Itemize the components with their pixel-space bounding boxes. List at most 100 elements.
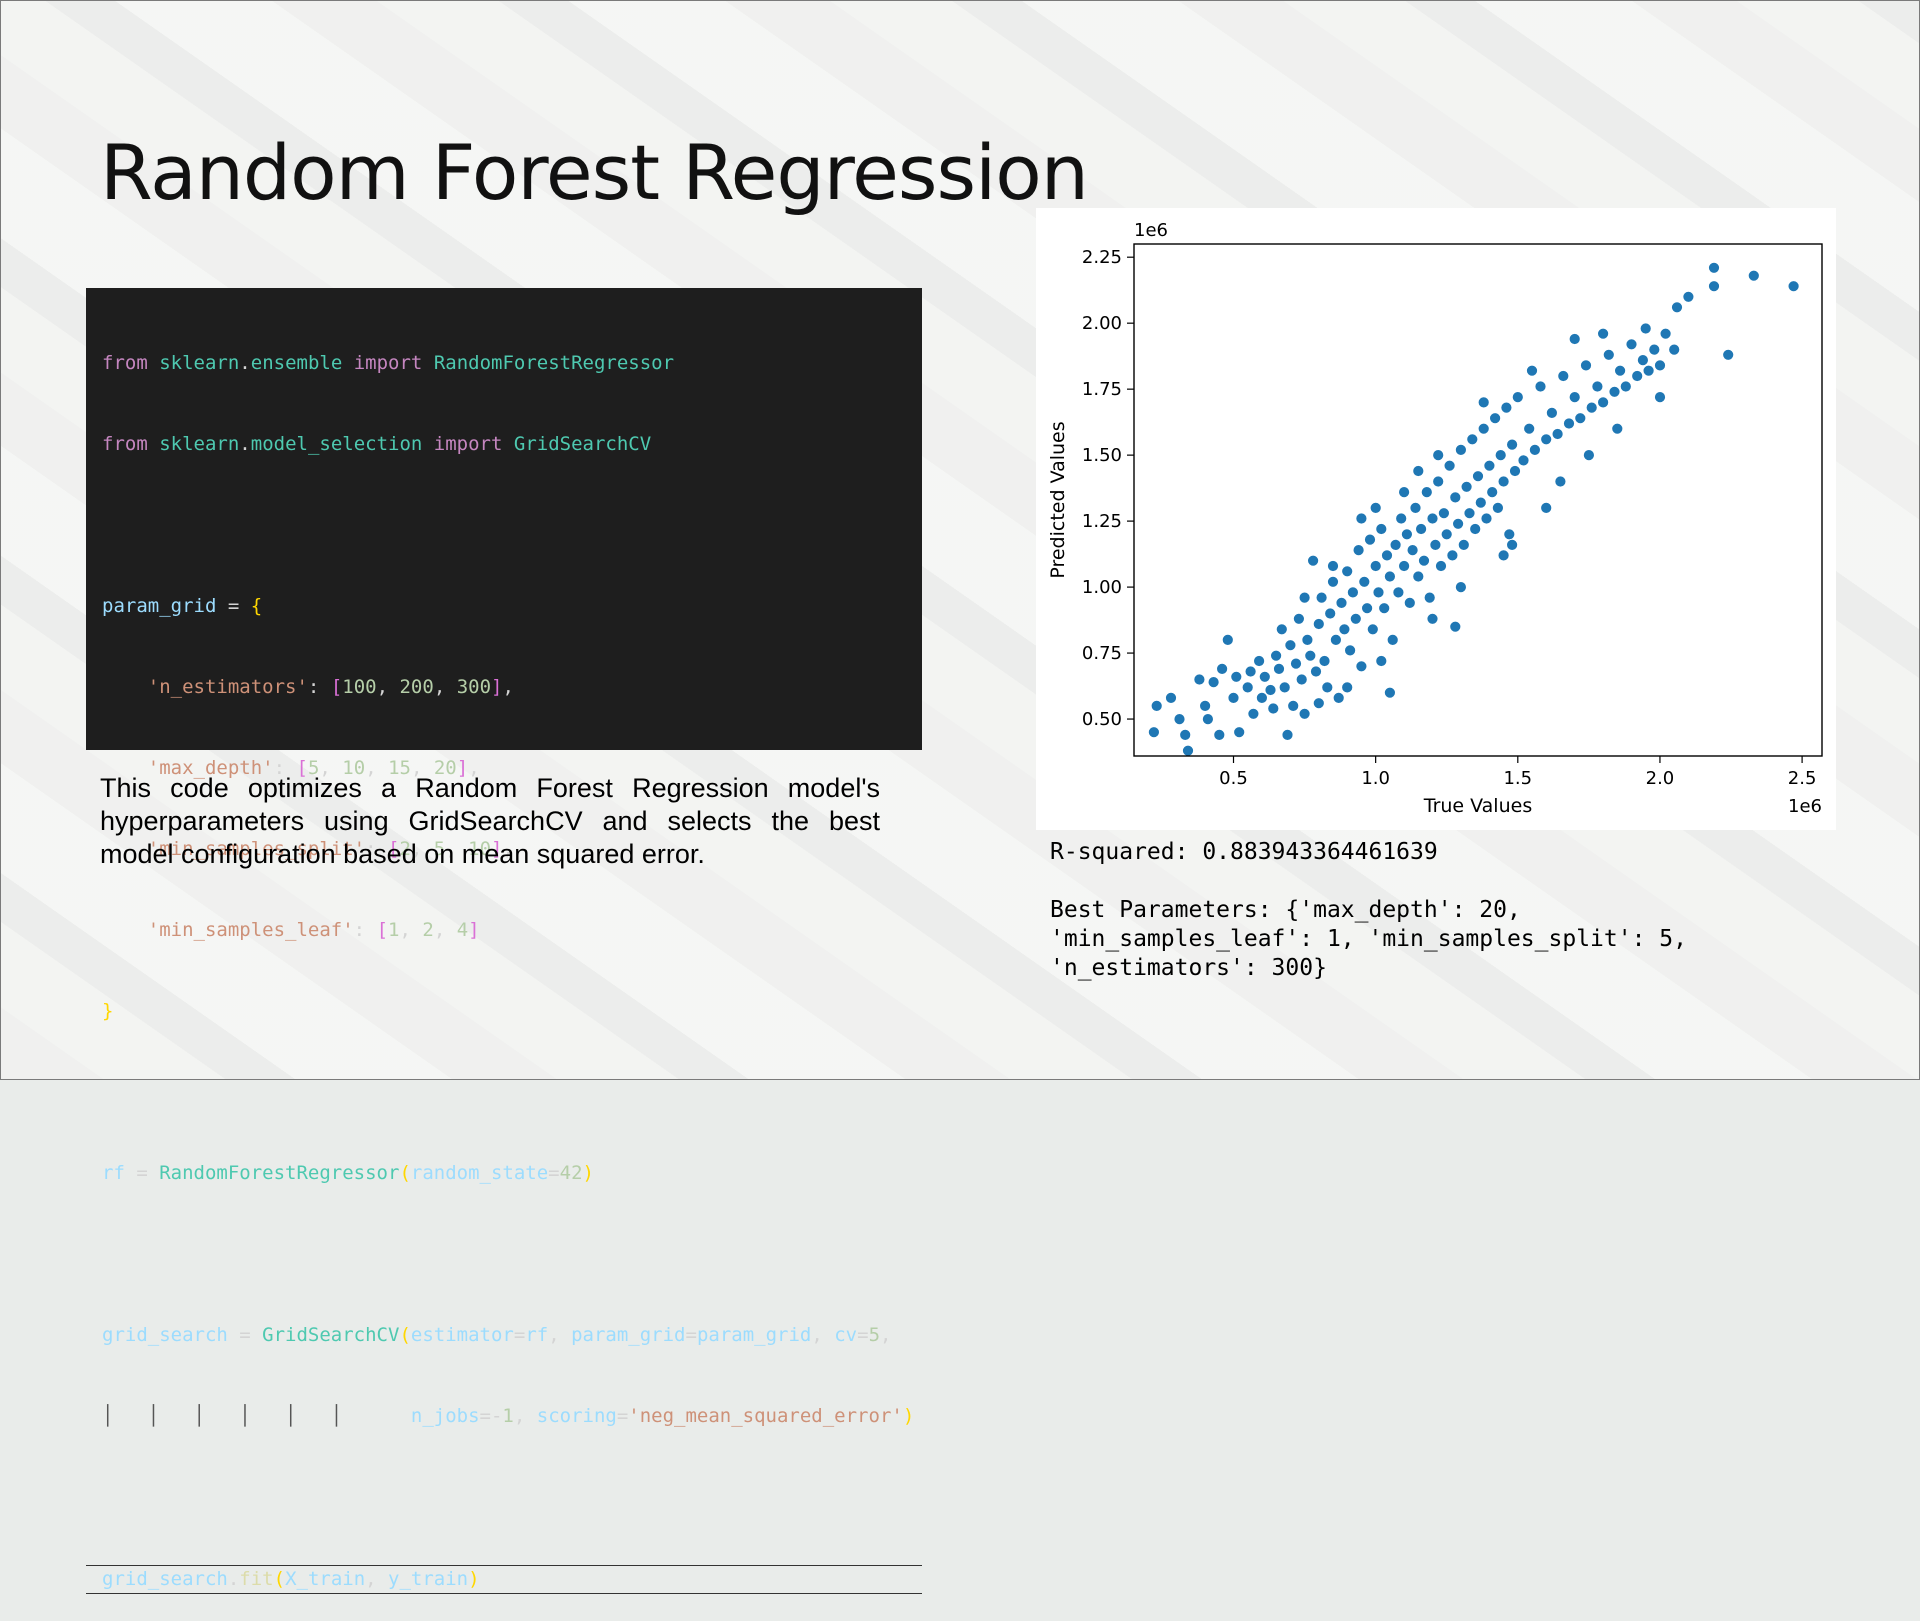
scatter-point-97	[1474, 496, 1487, 509]
y-tick-label: 2.00	[1082, 313, 1122, 334]
scatter-point-70	[1398, 560, 1411, 572]
scatter-point-132	[1637, 354, 1649, 367]
scatter-point-105	[1497, 475, 1510, 488]
scatter-point-140	[1708, 280, 1720, 293]
scatter-point-18	[1244, 665, 1257, 678]
scatter-point-20	[1253, 655, 1266, 667]
scatter-point-17	[1241, 681, 1254, 694]
scatter-point-43	[1321, 681, 1334, 694]
scatter-point-93	[1463, 507, 1476, 520]
scatter-point-61	[1372, 586, 1385, 599]
scatter-point-88	[1449, 491, 1462, 504]
scatter-point-134	[1648, 343, 1661, 356]
scatter-point-170	[1597, 327, 1609, 340]
scatter-point-52	[1346, 586, 1359, 599]
scatter-point-30	[1284, 639, 1297, 652]
scatter-point-71	[1400, 528, 1413, 541]
y-tick-label: 1.75	[1082, 379, 1122, 400]
scatter-point-114	[1534, 380, 1547, 393]
scatter-point-64	[1381, 549, 1393, 562]
scatter-point-98	[1477, 422, 1490, 435]
scatter-point-101	[1486, 486, 1499, 499]
code-line-3	[102, 512, 906, 539]
code-line-7: 'min_samples_split': [2, 5, 10],	[147, 838, 514, 860]
code-line-5: 'n_estimators': [100, 200, 300],	[147, 676, 514, 698]
scatter-point-65	[1383, 570, 1396, 583]
scatter-point-151	[1355, 512, 1368, 525]
scatter-point-108	[1506, 438, 1519, 451]
x-axis-offset-label: 1e6	[1788, 796, 1822, 817]
scatter-point-86	[1443, 459, 1456, 472]
code-line-4: param_grid = {	[102, 595, 263, 617]
scatter-chart: 0.5 1.0 1.5 2.0 2.5 0.50 0.75 1.00 1.25 1.50 1.75…	[1036, 208, 1836, 830]
scatter-point-12	[1216, 662, 1229, 675]
scatter-point-116	[1546, 406, 1558, 419]
scatter-point-67	[1389, 538, 1402, 551]
code-line-1: from sklearn.ensemble import RandomFores…	[102, 352, 675, 374]
scatter-chart-svg: 0.5 1.0 1.5 2.0 2.5 0.50 0.75 1.00 1.25 1.50 1.75…	[1047, 220, 1823, 817]
scatter-point-96	[1472, 470, 1484, 483]
scatter-point-159	[1369, 501, 1382, 514]
scatter-point-127	[1608, 385, 1621, 398]
scatter-point-163	[1375, 655, 1388, 667]
scatter-point-36	[1301, 633, 1314, 646]
scatter-point-128	[1614, 364, 1626, 377]
y-tick-label: 1.00	[1082, 577, 1122, 598]
scatter-point-73	[1406, 544, 1419, 557]
scatter-point-90	[1454, 443, 1467, 456]
scatter-point-19	[1247, 707, 1260, 720]
scatter-point-28	[1278, 681, 1291, 694]
scatter-point-39	[1310, 665, 1322, 678]
best-params-line-2: 'min_samples_leaf': 1, 'min_samples_spli…	[1050, 926, 1687, 952]
scatter-point-137	[1668, 343, 1681, 356]
scatter-point-103	[1491, 501, 1504, 514]
y-tick-label: 0.50	[1082, 709, 1122, 730]
x-tick-label: 1.5	[1503, 768, 1532, 789]
scatter-point-24	[1267, 702, 1280, 715]
scatter-points	[1148, 261, 1800, 757]
scatter-point-138	[1671, 301, 1683, 314]
code-block: from sklearn.ensemble import RandomFores…	[86, 288, 922, 1594]
scatter-point-131	[1631, 370, 1644, 382]
scatter-point-107	[1503, 528, 1516, 541]
scatter-point-164	[1454, 581, 1467, 594]
scatter-point-84	[1437, 507, 1450, 520]
code-line-11: rf = RandomForestRegressor(random_state=…	[102, 1162, 594, 1184]
scatter-point-33	[1292, 612, 1305, 625]
y-tick-label: 1.25	[1082, 511, 1122, 532]
code-line-2: from sklearn.model_selection import Grid…	[102, 433, 652, 455]
scatter-point-104	[1494, 449, 1507, 462]
scatter-point-166	[1554, 475, 1567, 488]
r-squared-output: R-squared: 0.883943364461639	[1050, 839, 1438, 865]
x-tick-label: 1.0	[1361, 768, 1390, 789]
scatter-point-141	[1708, 261, 1720, 274]
scatter-point-2	[1150, 699, 1163, 712]
slide-description: This code optimizes a Random Forest Regr…	[100, 773, 880, 869]
scatter-point-109	[1509, 465, 1521, 477]
code-line-15	[102, 1484, 906, 1511]
code-line-8: 'min_samples_leaf': [1, 2, 4]	[147, 919, 480, 941]
scatter-point-22	[1258, 670, 1271, 683]
scatter-point-15	[1230, 670, 1243, 683]
scatter-point-91	[1457, 538, 1470, 551]
x-tick-label: 2.0	[1646, 768, 1675, 789]
best-params-line-3: 'n_estimators': 300}	[1050, 955, 1327, 981]
scatter-point-62	[1375, 523, 1388, 535]
scatter-point-89	[1452, 517, 1465, 530]
scatter-point-75	[1412, 570, 1425, 583]
scatter-point-161	[1341, 681, 1354, 694]
scatter-point-44	[1324, 607, 1337, 620]
scatter-point-3	[1165, 691, 1177, 704]
scatter-point-139	[1682, 290, 1695, 303]
scatter-point-34	[1295, 673, 1308, 686]
scatter-point-144	[1787, 280, 1800, 293]
scatter-point-119	[1563, 417, 1575, 430]
scatter-point-142	[1722, 348, 1735, 361]
scatter-point-78	[1420, 486, 1433, 499]
scatter-point-169	[1639, 322, 1652, 335]
scatter-point-59	[1366, 623, 1379, 636]
scatter-point-7	[1193, 673, 1206, 686]
y-axis-ticks: 0.50 0.75 1.00 1.25 1.50 1.75 2.00 2.25	[1082, 247, 1134, 730]
scatter-point-118	[1557, 370, 1570, 382]
code-line-13: grid_search = GridSearchCV(estimator=rf,…	[102, 1324, 892, 1346]
